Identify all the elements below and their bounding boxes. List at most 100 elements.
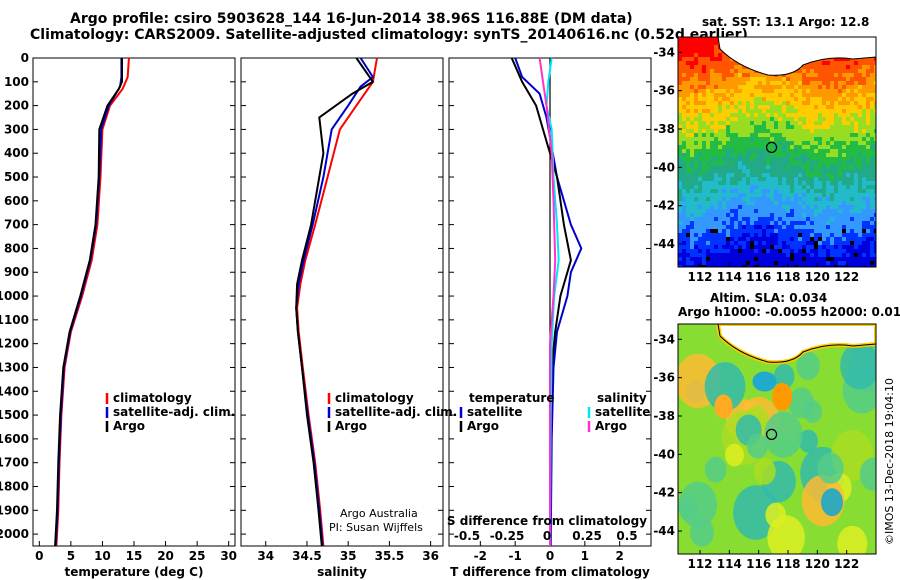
- sst-cell: [730, 157, 734, 161]
- sst-cell: [846, 113, 850, 117]
- sst-cell: [754, 125, 758, 129]
- sst-cell: [858, 117, 862, 121]
- sst-cell: [818, 101, 822, 105]
- sst-cell: [754, 109, 758, 113]
- sst-cell: [862, 77, 866, 81]
- x-axis-label: salinity: [317, 565, 367, 579]
- sst-cell: [826, 181, 830, 185]
- sst-cell: [678, 117, 682, 121]
- sst-cell: [734, 117, 738, 121]
- sst-cell: [706, 241, 710, 245]
- sst-cell: [774, 261, 778, 265]
- lat-tick-label: -42: [653, 199, 675, 213]
- sst-cell: [694, 205, 698, 209]
- sst-cell: [818, 265, 822, 267]
- sst-cell: [734, 137, 738, 141]
- sst-cell: [758, 153, 762, 157]
- sst-cell: [718, 65, 722, 69]
- sst-cell: [874, 141, 876, 145]
- sst-cell: [706, 105, 710, 109]
- sst-cell: [710, 177, 714, 181]
- sst-cell: [826, 81, 830, 85]
- sst-cell: [798, 257, 802, 261]
- sst-cell: [682, 161, 686, 165]
- sst-cell: [822, 225, 826, 229]
- sst-cell: [782, 153, 786, 157]
- sst-cell: [782, 249, 786, 253]
- sst-cell: [706, 129, 710, 133]
- sst-cell: [846, 197, 850, 201]
- sst-cell: [818, 149, 822, 153]
- sst-cell: [798, 105, 802, 109]
- s-tick-label: 0.25: [572, 529, 602, 543]
- sst-cell: [722, 137, 726, 141]
- sst-cell: [718, 49, 722, 53]
- sst-cell: [874, 257, 876, 261]
- sst-cell: [742, 193, 746, 197]
- sst-cell: [698, 257, 702, 261]
- sst-cell: [746, 261, 750, 265]
- sst-cell: [778, 257, 782, 261]
- sst-cell: [722, 157, 726, 161]
- sst-cell: [762, 177, 766, 181]
- sst-cell: [782, 221, 786, 225]
- sst-cell: [842, 201, 846, 205]
- sla-map-title-1: Altim. SLA: 0.034: [710, 291, 828, 305]
- sst-cell: [794, 265, 798, 267]
- sla-blob: [796, 351, 820, 380]
- sst-cell: [754, 221, 758, 225]
- sst-cell: [862, 233, 866, 237]
- sst-cell: [678, 69, 682, 73]
- sst-cell: [698, 241, 702, 245]
- sst-cell: [742, 261, 746, 265]
- sst-cell: [682, 121, 686, 125]
- sst-cell: [774, 153, 778, 157]
- sst-cell: [742, 77, 746, 81]
- sst-cell: [738, 213, 742, 217]
- sst-cell: [782, 89, 786, 93]
- sst-cell: [750, 69, 754, 73]
- sst-cell: [706, 217, 710, 221]
- sst-cell: [730, 85, 734, 89]
- sst-cell: [678, 93, 682, 97]
- sst-cell: [802, 177, 806, 181]
- sst-cell: [766, 221, 770, 225]
- sst-cell: [870, 245, 874, 249]
- sst-cell: [830, 61, 834, 65]
- sst-cell: [870, 189, 874, 193]
- sst-cell: [686, 201, 690, 205]
- sst-cell: [814, 229, 818, 233]
- sla-blob: [859, 457, 876, 491]
- sst-cell: [710, 37, 714, 41]
- sst-cell: [738, 221, 742, 225]
- sst-cell: [694, 201, 698, 205]
- sst-cell: [766, 97, 770, 101]
- sst-cell: [786, 237, 790, 241]
- sst-cell: [762, 193, 766, 197]
- sst-cell: [686, 249, 690, 253]
- sst-cell: [786, 157, 790, 161]
- sst-cell: [874, 125, 876, 129]
- sst-map-title: sat. SST: 13.1 Argo: 12.8: [702, 15, 870, 29]
- sst-cell: [734, 69, 738, 73]
- sst-cell: [790, 161, 794, 165]
- sst-cell: [786, 221, 790, 225]
- sst-cell: [726, 213, 730, 217]
- sst-cell: [862, 129, 866, 133]
- sst-cell: [838, 193, 842, 197]
- sst-cell: [818, 209, 822, 213]
- sst-cell: [766, 185, 770, 189]
- sst-cell: [726, 109, 730, 113]
- sst-cell: [810, 101, 814, 105]
- sst-cell: [782, 217, 786, 221]
- sst-cell: [714, 261, 718, 265]
- sst-cell: [838, 177, 842, 181]
- sst-cell: [746, 249, 750, 253]
- sst-cell: [782, 173, 786, 177]
- sst-cell: [734, 217, 738, 221]
- sst-cell: [706, 149, 710, 153]
- sst-cell: [710, 141, 714, 145]
- sst-cell: [802, 221, 806, 225]
- sst-cell: [710, 221, 714, 225]
- sst-cell: [822, 173, 826, 177]
